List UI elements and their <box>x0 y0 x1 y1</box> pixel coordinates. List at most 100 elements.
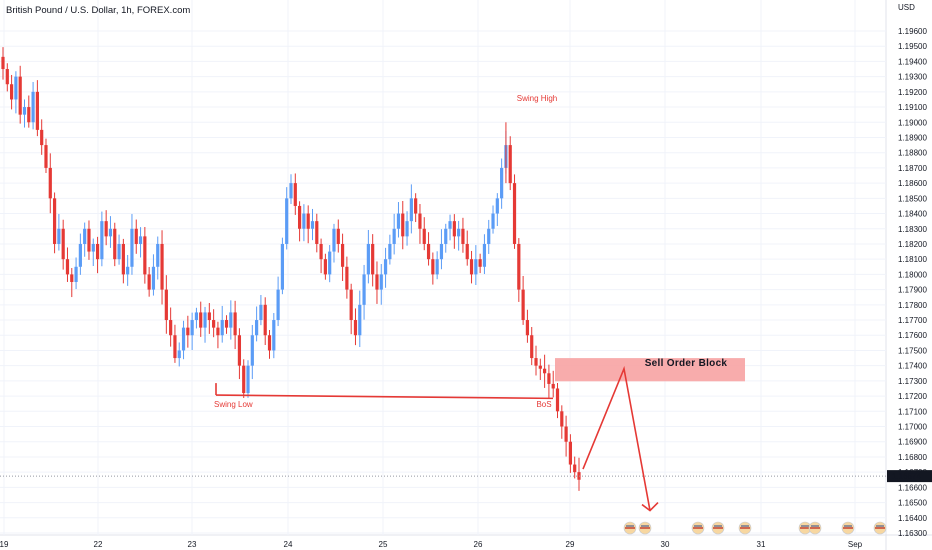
y-tick-label: 1.17800 <box>898 301 927 310</box>
candle-body <box>487 228 491 244</box>
candle-body <box>435 259 439 275</box>
candle-body <box>482 243 487 267</box>
candle-body <box>530 335 534 359</box>
y-tick-label: 1.18400 <box>898 210 927 219</box>
y-tick-label: 1.19400 <box>898 57 927 66</box>
candle-body <box>573 464 577 473</box>
candle-body <box>177 350 181 359</box>
candle-body <box>353 320 358 336</box>
candle-body <box>414 198 418 214</box>
candle-body <box>551 383 555 389</box>
candle-body <box>65 259 70 275</box>
candle-body <box>70 274 74 282</box>
candle-body <box>203 312 207 328</box>
candle-body <box>233 312 237 336</box>
candle-body <box>336 228 340 244</box>
candle-body <box>31 91 35 123</box>
candle-body <box>426 243 431 260</box>
candle-body <box>156 243 160 267</box>
y-tick-label: 1.19500 <box>898 42 927 51</box>
candle-body <box>431 259 435 275</box>
candle-body <box>345 266 349 290</box>
candle-body <box>478 259 482 267</box>
candle-body <box>220 320 224 336</box>
y-tick-label: 1.17500 <box>898 346 927 355</box>
candle-body <box>57 228 61 244</box>
candle-body <box>74 266 78 282</box>
y-tick-label: 1.18900 <box>898 133 927 142</box>
candle-body <box>375 274 379 290</box>
current-price-text: 1.16674 <box>892 472 921 481</box>
candle-body <box>104 221 108 237</box>
candle-body <box>439 243 444 260</box>
candle-body <box>383 259 388 275</box>
sell-order-block-label: Sell Order Block <box>645 358 728 369</box>
candle-body <box>469 259 474 275</box>
y-tick-label: 1.17000 <box>898 423 927 432</box>
candle-body <box>22 107 27 115</box>
candle-body <box>508 145 512 184</box>
candle-body <box>113 228 117 260</box>
candle-body <box>117 243 121 260</box>
candle-body <box>362 274 366 305</box>
candle-body <box>1 56 5 70</box>
candle-body <box>48 167 52 199</box>
candle-body <box>547 373 551 384</box>
candle-body <box>474 259 478 275</box>
candle-body <box>280 243 285 290</box>
y-tick-label: 1.16500 <box>898 499 927 508</box>
candle-body <box>207 312 211 321</box>
candle-body <box>534 358 538 366</box>
candle-body <box>181 327 186 351</box>
candle-body <box>194 312 199 321</box>
y-tick-label: 1.18200 <box>898 240 927 249</box>
candle-body <box>409 198 413 222</box>
projection-path <box>582 365 651 511</box>
candle-body <box>457 228 461 237</box>
candle-body <box>495 198 499 214</box>
candle-body <box>560 411 564 427</box>
candle-body <box>18 76 22 115</box>
candle-body <box>190 320 194 336</box>
candle-body <box>285 198 289 244</box>
candle-body <box>134 228 138 244</box>
candle-body <box>87 228 91 252</box>
candle-body <box>452 221 456 237</box>
price-axis-panel[interactable] <box>886 0 932 550</box>
candle-body <box>5 69 9 85</box>
candle-body <box>371 243 375 275</box>
candle-body <box>164 289 168 321</box>
candle-body <box>272 320 276 351</box>
candle-body <box>340 243 345 267</box>
candle-body <box>328 251 332 275</box>
candle-body <box>517 243 521 290</box>
candle-body <box>126 266 130 275</box>
y-tick-label: 1.17900 <box>898 286 927 295</box>
candle-body <box>358 304 362 336</box>
candle-body <box>169 320 173 336</box>
chart-title: British Pound / U.S. Dollar, 1h, FOREX.c… <box>6 5 190 16</box>
sell-order-block[interactable] <box>555 358 745 382</box>
y-tick-label: 1.18700 <box>898 164 927 173</box>
x-tick-label: 26 <box>474 540 483 549</box>
candle-body <box>138 236 143 244</box>
y-tick-label: 1.16400 <box>898 514 927 523</box>
y-tick-label: 1.18000 <box>898 270 927 279</box>
y-tick-label: 1.16300 <box>898 529 927 538</box>
x-tick-label: 30 <box>661 540 670 549</box>
x-tick-label: 25 <box>379 540 388 549</box>
candle-body <box>27 107 31 123</box>
candle-body <box>388 243 392 260</box>
candle-body <box>91 243 95 252</box>
candle-body <box>130 228 134 267</box>
candle-body <box>512 183 517 244</box>
candle-body <box>392 228 396 244</box>
candle-body <box>212 320 216 328</box>
x-tick-label: 23 <box>188 540 197 549</box>
candle-body <box>422 228 426 244</box>
candle-body <box>147 274 151 290</box>
candle-body <box>302 213 306 229</box>
y-tick-label: 1.17400 <box>898 362 927 371</box>
candle-body <box>568 441 573 465</box>
